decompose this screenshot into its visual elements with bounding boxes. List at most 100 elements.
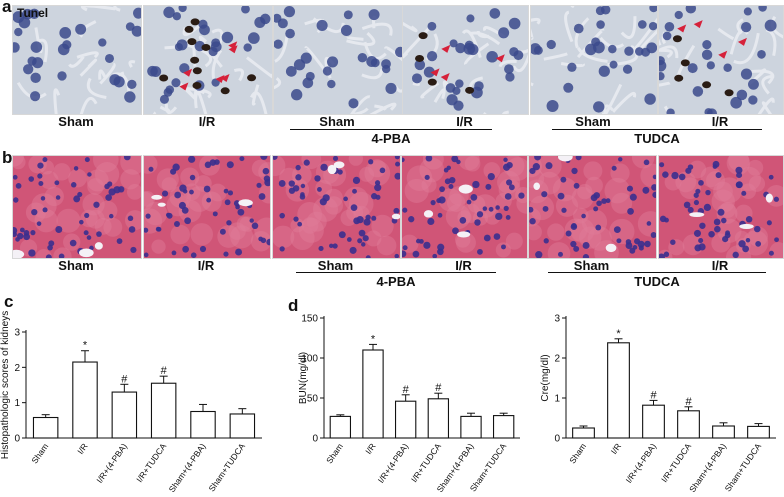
nucleus [23,64,34,75]
cytoplasm [298,217,324,243]
nucleus [55,226,63,233]
nucleus [116,238,123,244]
cytoplasm [747,159,764,176]
he-texture [659,156,783,258]
nucleus [127,215,134,222]
group-line-b-tudca [548,272,766,273]
nucleus [251,222,259,230]
histo-category-label: I/R+TUDCA [134,441,168,484]
cre-bar [572,427,595,439]
caption-b-ir: I/R [197,258,215,273]
nucleus [375,194,381,200]
nucleus [32,57,44,69]
nucleus [505,215,511,220]
nucleus [411,73,423,84]
nucleus [766,220,772,226]
cytoplasm [505,232,523,250]
cytoplasm [402,234,419,253]
he-image-sham [12,155,142,259]
tunel-texture [13,6,141,114]
nucleus [394,156,400,160]
histo-bar [72,361,98,439]
he-texture [529,156,656,258]
nucleus [748,95,758,105]
nucleus [565,230,572,237]
cytoplasm [736,166,762,191]
cytoplasm [728,156,750,172]
nucleus [36,221,42,226]
nucleus [212,211,218,217]
tubule-wall [660,48,673,59]
histo-category-label: Sham [29,441,50,465]
nucleus [745,216,753,223]
tunel-image-pba-sham [273,5,403,115]
tubule-wall [663,105,671,114]
nucleus [45,254,52,258]
nucleus [317,187,322,192]
nucleus [659,71,665,81]
cytoplasm [734,230,750,246]
nucleus [172,12,182,21]
cytoplasm [640,163,656,188]
cytoplasm [85,209,105,229]
caption-a-tudca-sham: Sham [575,114,611,129]
nucleus [704,108,713,114]
nucleus [166,212,173,219]
nucleus [361,242,366,247]
nucleus [740,68,753,80]
cytoplasm [13,156,26,170]
cytoplasm [290,218,305,233]
nucleus [350,204,358,211]
nucleus [438,196,446,204]
tubule-wall [98,69,107,80]
cytoplasm [572,207,589,224]
cytoplasm [125,210,141,231]
nucleus [221,31,234,44]
tunel-positive-nucleus [702,81,712,89]
nucleus [489,8,501,19]
nucleus [42,157,48,163]
nucleus [352,176,361,185]
cre-bar [677,410,700,439]
tubule-wall [128,60,136,68]
group-line-b-pba [296,272,496,273]
nucleus [161,190,169,197]
nucleus [86,235,92,240]
nucleus [235,248,243,256]
cytoplasm [529,223,542,241]
nucleus [332,156,339,162]
nucleus [28,249,36,257]
nucleus [642,186,650,194]
nucleus [506,179,513,186]
nucleus [743,7,752,16]
bun-bar [362,349,384,439]
red-arrowhead-icon [718,50,728,59]
nucleus [483,234,491,242]
nucleus [474,219,481,226]
nucleus [466,14,475,23]
tubule-wall [736,18,744,35]
bun-category-label: I/R [363,441,377,456]
nucleus [721,217,727,224]
nucleus [573,245,580,252]
nucleus [692,86,704,97]
nucleus [22,8,33,20]
nucleus [358,229,366,237]
nucleus [425,156,433,162]
nucleus [694,244,702,252]
nucleus [598,65,610,77]
tubule-wall [79,58,98,77]
nucleus [730,96,743,109]
lumen [94,242,103,250]
he-texture [13,156,141,258]
nucleus [58,253,65,258]
cytoplasm [688,160,707,179]
cytoplasm [516,193,527,214]
nucleus [609,60,618,69]
tubule-wall [99,62,116,85]
he-image-tudca-sham [528,155,657,259]
cytoplasm [120,156,141,175]
nucleus [541,191,548,198]
nucleus [501,244,506,250]
cytoplasm [87,178,104,195]
